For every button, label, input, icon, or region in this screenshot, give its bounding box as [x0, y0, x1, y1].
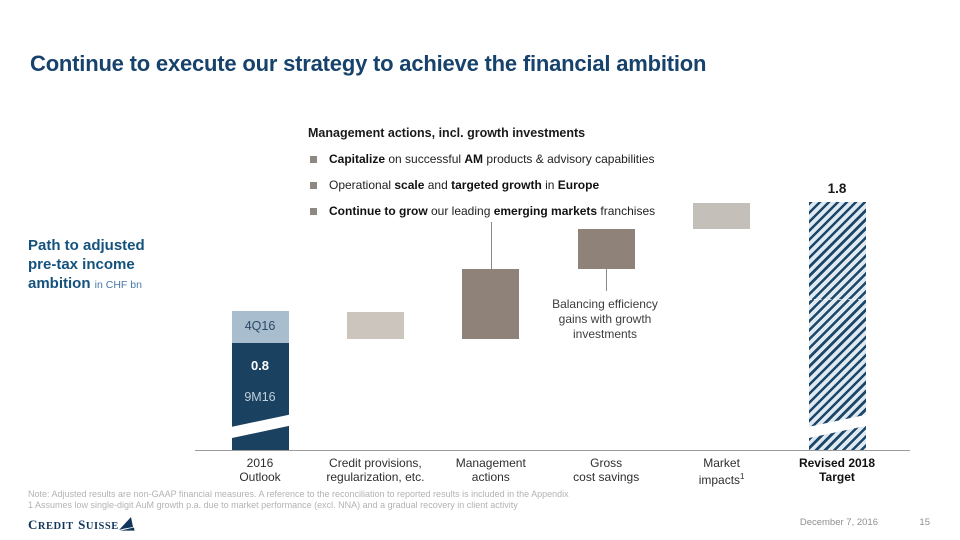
slide-title: Continue to execute our strategy to achi… — [30, 50, 707, 76]
bar-value-label: 0.8 — [250, 357, 270, 373]
management-actions-annotation: Management actions, incl. growth investm… — [308, 126, 655, 218]
bullet-text: Continue to grow our leading emerging ma… — [329, 204, 656, 218]
bar-market-impacts — [693, 203, 751, 229]
bar-2016-outlook-9m16: 0.8 9M16 — [231, 342, 289, 450]
page-number: 15 — [919, 517, 930, 528]
bar-2016-outlook-4q16: 4Q16 — [231, 310, 289, 343]
side-label-line1: Path to adjusted — [28, 237, 145, 254]
x-axis-line — [195, 450, 910, 451]
annotation-bullet: Operational scale and targeted growth in… — [308, 178, 655, 192]
bullet-square-icon — [310, 182, 317, 189]
credit-suisse-logo: CREDIT SUISSE — [28, 514, 135, 534]
sail-icon — [118, 516, 135, 536]
balancing-note-line: investments — [572, 327, 638, 341]
bullet-text: Capitalize on successful AM products & a… — [329, 152, 655, 166]
axis-label-2016-outlook: 2016 Outlook — [239, 456, 281, 484]
axis-label-revised-2018-target: Revised 2018 Target — [798, 456, 876, 484]
axis-break-mark — [231, 412, 289, 441]
bullet-text: Operational scale and targeted growth in… — [329, 178, 600, 192]
bullet-square-icon — [310, 208, 317, 215]
bar-period-label: 9M16 — [244, 389, 276, 404]
annotation-bullet-list: Capitalize on successful AM products & a… — [308, 152, 655, 218]
footnote-line2: 1 Assumes low single-digit AuM growth p.… — [28, 500, 518, 510]
annotation-bullet: Capitalize on successful AM products & a… — [308, 152, 655, 166]
chart-side-label: Path to adjusted pre-tax income ambition… — [28, 236, 145, 295]
bar-revised-2018-target — [808, 202, 866, 450]
balancing-note-line: gains with growth — [558, 312, 652, 326]
bullet-square-icon — [310, 156, 317, 163]
side-label-line3: ambition in CHF bn — [28, 274, 145, 295]
footnotes: Note: Adjusted results are non-GAAP fina… — [28, 489, 569, 511]
connector-gross-savings-to-note — [606, 269, 607, 291]
side-label-ambition: ambition — [28, 275, 91, 292]
logo-text: C — [28, 517, 38, 532]
logo-text: S — [78, 517, 86, 532]
bar-top-value-label: 1.8 — [827, 181, 847, 197]
slide-date: December 7, 2016 — [799, 517, 878, 528]
dashed-level-line — [808, 298, 866, 300]
bar-credit-provisions — [346, 311, 404, 339]
logo-text: UISSE — [85, 521, 119, 532]
side-label-unit: in CHF bn — [94, 279, 142, 291]
side-label-line2: pre-tax income — [28, 256, 135, 273]
axis-break-mark — [808, 412, 866, 441]
axis-label-credit-provisions-regularization-etc: Credit provisions, regularization, etc. — [326, 456, 425, 484]
connector-bullets-to-management-actions — [491, 222, 492, 269]
bar-segment-label: 4Q16 — [244, 318, 276, 333]
bar-management-actions — [462, 269, 520, 339]
axis-label-market-impacts: Market impacts1 — [698, 456, 745, 487]
bar-gross-cost-savings — [577, 228, 635, 270]
balancing-note-line: Balancing efficiency — [552, 297, 658, 311]
axis-label-gross-cost-savings: Gross cost savings — [573, 456, 640, 484]
logo-text: REDIT — [37, 521, 74, 532]
annotation-header: Management actions, incl. growth investm… — [308, 126, 586, 140]
footnote-line1: Note: Adjusted results are non-GAAP fina… — [28, 489, 569, 499]
annotation-bullet: Continue to grow our leading emerging ma… — [308, 204, 655, 218]
axis-label-management-actions: Management actions — [455, 456, 526, 484]
balancing-note: Balancing efficiency gains with growth inv… — [525, 297, 685, 342]
